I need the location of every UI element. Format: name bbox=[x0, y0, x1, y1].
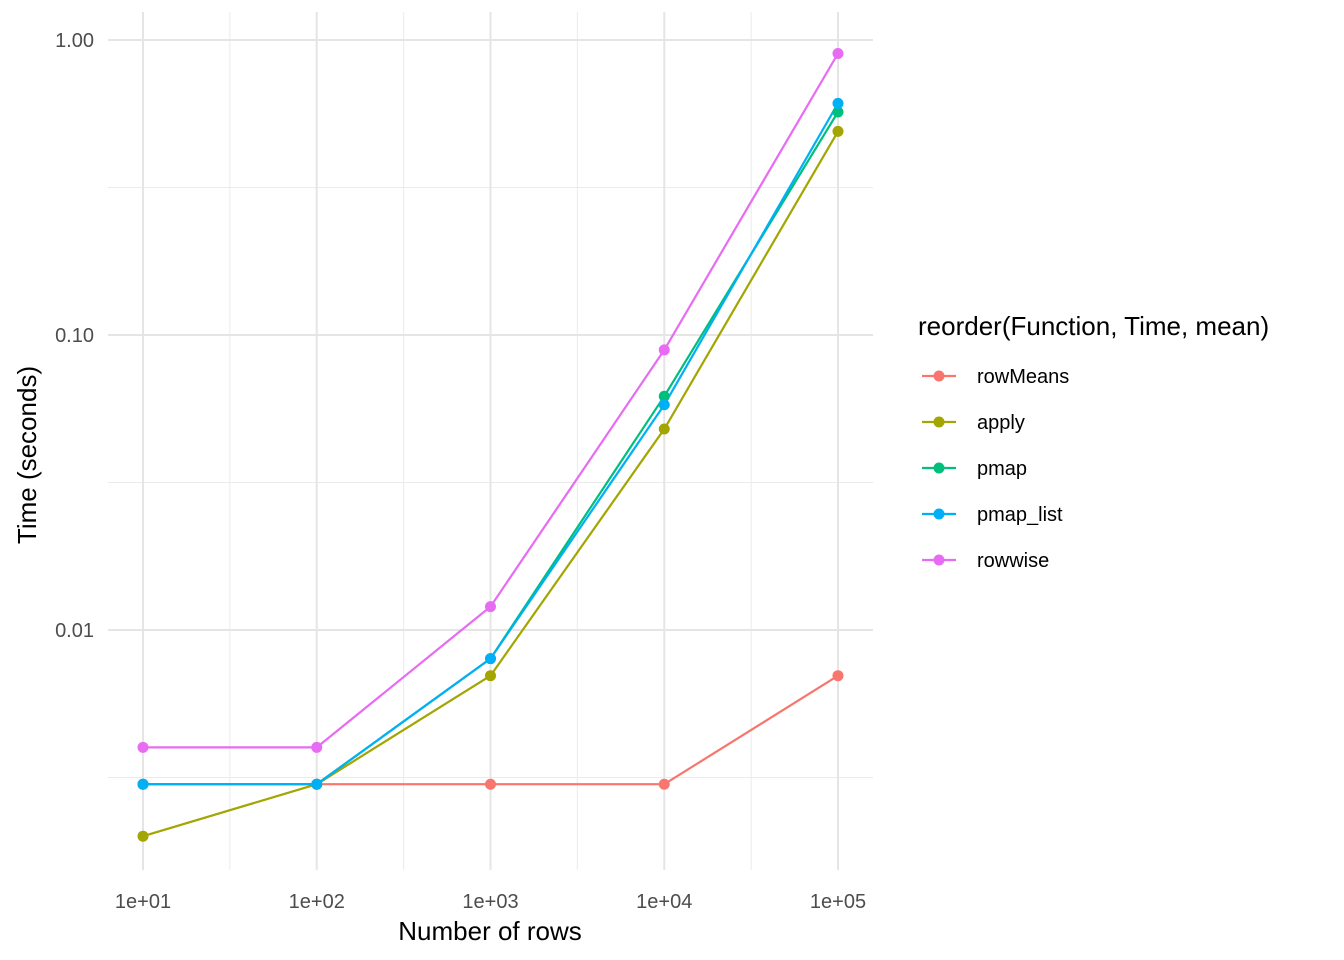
data-point-pmap bbox=[658, 390, 670, 402]
legend-item-apply: apply bbox=[922, 412, 1025, 434]
data-point-pmap_list bbox=[832, 97, 844, 109]
y-axis-title: Time (seconds) bbox=[12, 366, 42, 544]
data-point-rowwise bbox=[658, 344, 670, 356]
x-tick-label: 1e+02 bbox=[289, 891, 345, 913]
legend-title: reorder(Function, Time, mean) bbox=[918, 311, 1269, 341]
x-axis-ticks: 1e+01 1e+02 1e+03 1e+04 1e+05 bbox=[115, 891, 866, 913]
y-tick-label: 1.00 bbox=[55, 30, 94, 52]
legend-key-point bbox=[933, 554, 945, 566]
legend-item-rowwise: rowwise bbox=[922, 550, 1049, 572]
legend-item-pmap: pmap bbox=[922, 458, 1027, 480]
x-axis-title: Number of rows bbox=[398, 916, 582, 946]
x-tick-label: 1e+04 bbox=[636, 891, 692, 913]
data-point-pmap_list bbox=[311, 778, 323, 790]
x-tick-label: 1e+05 bbox=[810, 891, 866, 913]
data-point-rowMeans bbox=[485, 778, 496, 790]
legend-label: rowMeans bbox=[977, 366, 1069, 388]
x-tick-label: 1e+03 bbox=[462, 891, 518, 913]
legend-label: apply bbox=[977, 412, 1025, 434]
legend: reorder(Function, Time, mean) rowMeans ap… bbox=[918, 311, 1269, 572]
legend-item-rowMeans: rowMeans bbox=[922, 366, 1069, 388]
legend-key-point bbox=[933, 462, 945, 474]
series-points bbox=[137, 47, 844, 842]
data-point-pmap_list bbox=[658, 399, 670, 411]
legend-label: rowwise bbox=[977, 550, 1049, 572]
data-point-rowwise bbox=[311, 741, 323, 753]
data-point-apply bbox=[658, 423, 670, 435]
legend-label: pmap bbox=[977, 458, 1027, 480]
legend-key-point bbox=[933, 370, 945, 382]
data-point-apply bbox=[832, 125, 844, 137]
y-tick-label: 0.01 bbox=[55, 620, 94, 642]
data-point-rowMeans bbox=[832, 670, 844, 682]
data-point-pmap bbox=[832, 106, 844, 118]
data-point-apply bbox=[137, 830, 149, 842]
data-point-pmap_list bbox=[137, 778, 149, 790]
grid bbox=[108, 12, 873, 870]
legend-key-point bbox=[933, 508, 945, 520]
y-tick-label: 0.10 bbox=[55, 325, 94, 347]
legend-key-point bbox=[933, 416, 945, 428]
data-point-pmap_list bbox=[485, 653, 496, 665]
data-point-rowMeans bbox=[658, 778, 670, 790]
legend-item-pmap_list: pmap_list bbox=[922, 504, 1063, 526]
x-tick-label: 1e+01 bbox=[115, 891, 171, 913]
y-axis-ticks: 0.01 0.10 1.00 bbox=[55, 30, 94, 642]
data-point-rowwise bbox=[137, 741, 149, 753]
data-point-rowwise bbox=[832, 47, 844, 59]
data-point-rowwise bbox=[485, 601, 496, 613]
legend-label: pmap_list bbox=[977, 504, 1063, 526]
data-point-apply bbox=[485, 670, 496, 682]
